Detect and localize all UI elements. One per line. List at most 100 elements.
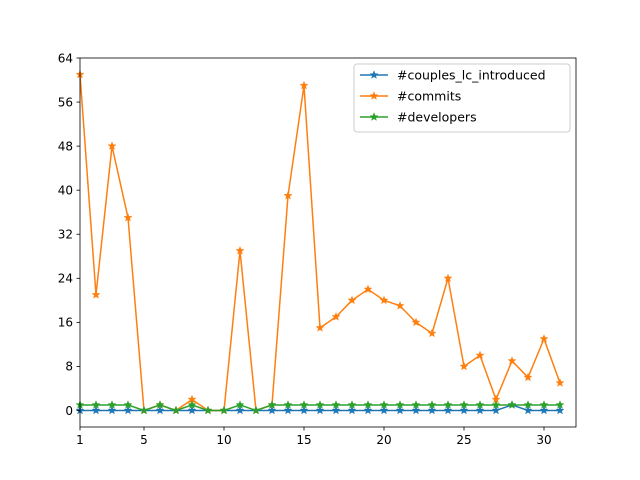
data-point (203, 405, 213, 415)
data-point (283, 190, 293, 200)
y-tick-label: 48 (58, 139, 73, 153)
y-tick-label: 64 (58, 51, 73, 65)
legend-marker (369, 91, 379, 100)
y-tick-label: 32 (58, 228, 73, 242)
data-point (443, 273, 453, 283)
data-point (379, 405, 389, 415)
data-point (299, 80, 309, 90)
data-point (395, 400, 405, 409)
data-point (299, 400, 309, 409)
legend-entry: #couples_lc_introduced (360, 68, 546, 83)
legend: #couples_lc_introduced #commits #developer… (353, 63, 571, 133)
data-point (539, 400, 549, 409)
x-tick-label: 15 (296, 433, 311, 447)
data-point (235, 400, 245, 409)
legend-label: #commits (397, 89, 461, 104)
data-point (155, 400, 165, 409)
x-tick-label: 1 (76, 433, 84, 447)
data-point (155, 405, 165, 415)
legend-entry: #commits (360, 89, 461, 104)
data-point (123, 400, 133, 409)
data-point (427, 405, 437, 415)
data-point (555, 378, 565, 387)
x-tick-label: 20 (376, 433, 391, 447)
data-point (475, 350, 485, 360)
data-point (395, 405, 405, 415)
data-point (507, 356, 517, 365)
data-point (459, 361, 469, 371)
y-tick-label: 40 (58, 183, 73, 197)
data-point (347, 405, 357, 415)
data-point (107, 141, 117, 150)
data-point (267, 400, 277, 409)
data-point (443, 400, 453, 409)
data-point (491, 400, 501, 409)
data-point (235, 246, 245, 255)
data-point (171, 405, 181, 415)
data-point (331, 400, 341, 409)
data-point (363, 400, 373, 409)
data-point (91, 400, 101, 409)
data-point (379, 295, 389, 305)
data-point (523, 372, 533, 382)
data-point (283, 405, 293, 415)
legend-entry: #developers (360, 110, 477, 125)
y-tick-label: 24 (58, 272, 73, 286)
data-point (315, 400, 325, 409)
data-point (411, 405, 421, 415)
data-point (539, 334, 549, 343)
data-point (107, 400, 117, 409)
legend-box (353, 63, 571, 133)
data-point (283, 400, 293, 409)
y-tick-label: 16 (58, 316, 73, 330)
x-tick-label: 10 (216, 433, 231, 447)
data-point (347, 295, 357, 305)
data-point (267, 405, 277, 415)
x-tick-label: 5 (140, 433, 148, 447)
data-point (379, 400, 389, 409)
x-tick-label: 30 (536, 433, 551, 447)
legend-label: #couples_lc_introduced (397, 68, 546, 83)
data-point (411, 400, 421, 409)
y-tick-label: 56 (58, 95, 73, 109)
data-point (523, 400, 533, 409)
data-point (363, 405, 373, 415)
data-point (91, 290, 101, 299)
data-point (523, 405, 533, 415)
data-point (299, 405, 309, 415)
data-point (331, 312, 341, 321)
data-point (443, 405, 453, 415)
data-point (427, 328, 437, 338)
data-point (475, 400, 485, 409)
data-point (475, 405, 485, 415)
data-point (411, 317, 421, 327)
data-point (347, 400, 357, 409)
data-point (507, 400, 517, 409)
data-point (331, 405, 341, 415)
legend-marker (369, 70, 379, 79)
data-point (251, 405, 261, 415)
data-point (491, 405, 501, 415)
data-point (139, 405, 149, 415)
legend-marker (369, 112, 379, 121)
data-point (91, 405, 101, 415)
data-point (555, 405, 565, 415)
data-point (123, 405, 133, 415)
legend-label: #developers (397, 110, 477, 125)
data-point (395, 301, 405, 310)
y-tick-label: 8 (65, 360, 73, 374)
data-point (187, 400, 197, 409)
data-point (235, 405, 245, 415)
data-point (315, 323, 325, 332)
data-point (555, 400, 565, 409)
y-tick-label: 0 (65, 404, 73, 418)
data-point (219, 405, 229, 415)
series-layer (75, 69, 565, 415)
data-point (315, 405, 325, 415)
data-point (363, 284, 373, 294)
series-2 (75, 400, 565, 415)
data-point (427, 400, 437, 409)
data-point (123, 212, 133, 222)
